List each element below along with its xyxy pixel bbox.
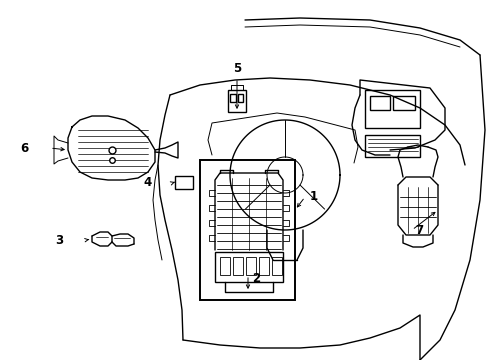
Bar: [369, 96, 389, 110]
Bar: [364, 135, 419, 157]
Text: 4: 4: [142, 176, 151, 189]
Bar: [215, 252, 283, 282]
Text: 1: 1: [309, 190, 318, 203]
Bar: [245, 257, 256, 275]
Bar: [227, 90, 245, 112]
Bar: [175, 176, 193, 189]
Bar: [392, 96, 414, 110]
Text: 5: 5: [232, 62, 241, 75]
Bar: [238, 94, 243, 102]
Bar: [259, 257, 268, 275]
Bar: [271, 257, 282, 275]
Text: 7: 7: [414, 224, 422, 237]
Text: 6: 6: [20, 141, 28, 154]
Bar: [229, 94, 236, 102]
Bar: [232, 257, 243, 275]
Text: 2: 2: [251, 271, 260, 284]
Bar: [200, 160, 294, 300]
Bar: [220, 257, 229, 275]
Bar: [364, 90, 419, 128]
Text: 3: 3: [55, 234, 63, 247]
